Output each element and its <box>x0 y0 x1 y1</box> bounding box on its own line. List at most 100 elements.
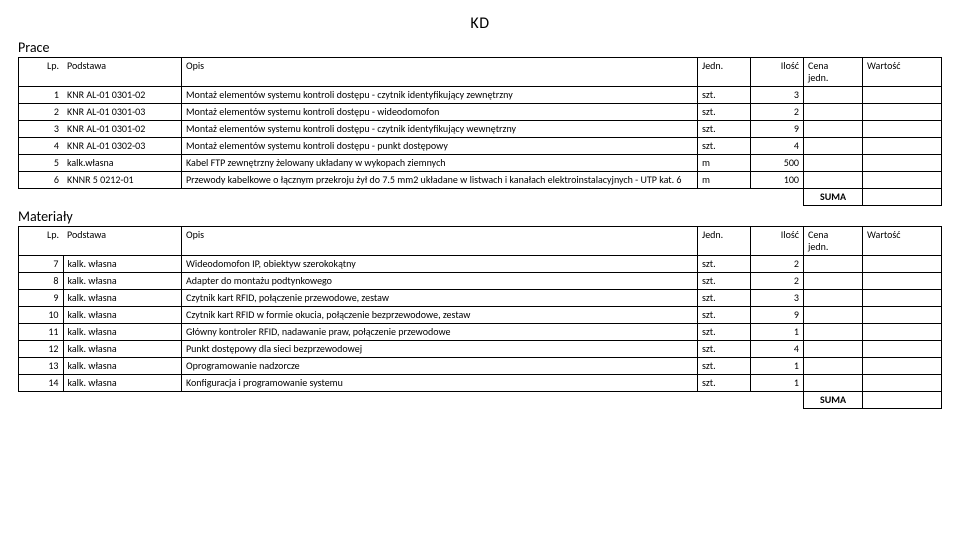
cell-lp: 9 <box>19 290 64 307</box>
cell-wartosc <box>863 172 942 189</box>
cell-lp: 3 <box>19 121 64 138</box>
hdr-podstawa: Podstawa <box>63 227 182 256</box>
cell-lp: 7 <box>19 256 64 273</box>
hdr-wartosc: Wartość <box>863 227 942 256</box>
cell-jedn: szt. <box>698 375 751 392</box>
cell-wartosc <box>863 341 942 358</box>
cell-opis: Konfiguracja i programowanie systemu <box>182 375 698 392</box>
cell-opis: Główny kontroler RFID, nadawanie praw, p… <box>182 324 698 341</box>
section-materialy-label: Materiały <box>18 208 942 225</box>
cell-podstawa: kalk.własna <box>63 155 182 172</box>
cell-cena <box>804 341 863 358</box>
cell-opis: Adapter do montażu podtynkowego <box>182 273 698 290</box>
cell-jedn: szt. <box>698 358 751 375</box>
hdr-ilosc: Ilość <box>751 227 804 256</box>
cell-podstawa: KNR AL-01 0301-02 <box>63 121 182 138</box>
table-row: 5kalk.własnaKabel FTP zewnętrzny żelowan… <box>19 155 942 172</box>
cell-ilosc: 3 <box>751 87 804 104</box>
hdr-cena-bot: jedn. <box>808 71 828 84</box>
table-row: 7kalk. własnaWideodomofon IP, obiektyw s… <box>19 256 942 273</box>
cell-wartosc <box>863 138 942 155</box>
cell-podstawa: kalk. własna <box>63 341 182 358</box>
cell-podstawa: kalk. własna <box>63 307 182 324</box>
hdr-cena: Cena jedn. <box>804 227 863 256</box>
cell-ilosc: 1 <box>751 324 804 341</box>
cell-wartosc <box>863 307 942 324</box>
table-header-row: Lp. Podstawa Opis Jedn. Ilość Cena jedn.… <box>19 227 942 256</box>
table-row: 13kalk. własnaOprogramowanie nadzorczesz… <box>19 358 942 375</box>
table-row: 12kalk. własnaPunkt dostępowy dla sieci … <box>19 341 942 358</box>
cell-lp: 13 <box>19 358 64 375</box>
cell-ilosc: 500 <box>751 155 804 172</box>
cell-jedn: szt. <box>698 104 751 121</box>
cell-podstawa: KNR AL-01 0302-03 <box>63 138 182 155</box>
prace-table: Lp. Podstawa Opis Jedn. Ilość Cena jedn.… <box>18 57 942 206</box>
suma-label: SUMA <box>804 189 863 206</box>
table-row: 4KNR AL-01 0302-03Montaż elementów syste… <box>19 138 942 155</box>
cell-opis: Wideodomofon IP, obiektyw szerokokątny <box>182 256 698 273</box>
cell-lp: 11 <box>19 324 64 341</box>
cell-lp: 6 <box>19 172 64 189</box>
hdr-jedn: Jedn. <box>698 58 751 87</box>
cell-cena <box>804 87 863 104</box>
cell-podstawa: kalk. własna <box>63 358 182 375</box>
cell-podstawa: KNR AL-01 0301-03 <box>63 104 182 121</box>
cell-cena <box>804 358 863 375</box>
cell-opis: Montaż elementów systemu kontroli dostęp… <box>182 138 698 155</box>
cell-opis: Montaż elementów systemu kontroli dostęp… <box>182 104 698 121</box>
cell-lp: 1 <box>19 87 64 104</box>
cell-lp: 8 <box>19 273 64 290</box>
cell-ilosc: 4 <box>751 341 804 358</box>
cell-jedn: szt. <box>698 307 751 324</box>
hdr-cena-bot: jedn. <box>808 240 828 253</box>
cell-cena <box>804 375 863 392</box>
hdr-wartosc: Wartość <box>863 58 942 87</box>
table-row: 3KNR AL-01 0301-02Montaż elementów syste… <box>19 121 942 138</box>
cell-cena <box>804 172 863 189</box>
cell-wartosc <box>863 155 942 172</box>
cell-wartosc <box>863 87 942 104</box>
cell-lp: 4 <box>19 138 64 155</box>
cell-opis: Przewody kabelkowe o łącznym przekroju ż… <box>182 172 698 189</box>
cell-podstawa: KNNR 5 0212-01 <box>63 172 182 189</box>
cell-cena <box>804 104 863 121</box>
table-row: 2 KNR AL-01 0301-03Montaż elementów syste… <box>19 104 942 121</box>
cell-podstawa: KNR AL-01 0301-02 <box>63 87 182 104</box>
cell-ilosc: 2 <box>751 256 804 273</box>
cell-lp: 5 <box>19 155 64 172</box>
cell-podstawa: kalk. własna <box>63 324 182 341</box>
cell-opis: Punkt dostępowy dla sieci bezprzewodowej <box>182 341 698 358</box>
cell-ilosc: 4 <box>751 138 804 155</box>
cell-ilosc: 3 <box>751 290 804 307</box>
cell-cena <box>804 273 863 290</box>
hdr-podstawa: Podstawa <box>63 58 182 87</box>
cell-podstawa: kalk. własna <box>63 256 182 273</box>
cell-lp: 12 <box>19 341 64 358</box>
cell-wartosc <box>863 104 942 121</box>
table-row: 1KNR AL-01 0301-02Montaż elementów syste… <box>19 87 942 104</box>
cell-podstawa: kalk. własna <box>63 375 182 392</box>
cell-wartosc <box>863 121 942 138</box>
cell-cena <box>804 324 863 341</box>
cell-opis: Montaż elementów systemu kontroli dostęp… <box>182 121 698 138</box>
cell-podstawa: kalk. własna <box>63 290 182 307</box>
hdr-lp: Lp. <box>19 58 64 87</box>
cell-cena <box>804 138 863 155</box>
table-row: 14kalk. własnaKonfiguracja i programowan… <box>19 375 942 392</box>
cell-ilosc: 100 <box>751 172 804 189</box>
hdr-lp: Lp. <box>19 227 64 256</box>
cell-ilosc: 1 <box>751 375 804 392</box>
suma-row: SUMA <box>19 392 942 409</box>
suma-row: SUMA <box>19 189 942 206</box>
table-header-row: Lp. Podstawa Opis Jedn. Ilość Cena jedn.… <box>19 58 942 87</box>
cell-ilosc: 2 <box>751 104 804 121</box>
cell-opis: Kabel FTP zewnętrzny żelowany układany w… <box>182 155 698 172</box>
cell-cena <box>804 121 863 138</box>
cell-wartosc <box>863 375 942 392</box>
cell-ilosc: 1 <box>751 358 804 375</box>
table-row: 8kalk. własnaAdapter do montażu podtynko… <box>19 273 942 290</box>
cell-ilosc: 9 <box>751 307 804 324</box>
table-row: 9kalk. własnaCzytnik kart RFID, połączen… <box>19 290 942 307</box>
materialy-table: Lp. Podstawa Opis Jedn. Ilość Cena jedn.… <box>18 226 942 409</box>
cell-opis: Montaż elementów systemu kontroli dostęp… <box>182 87 698 104</box>
